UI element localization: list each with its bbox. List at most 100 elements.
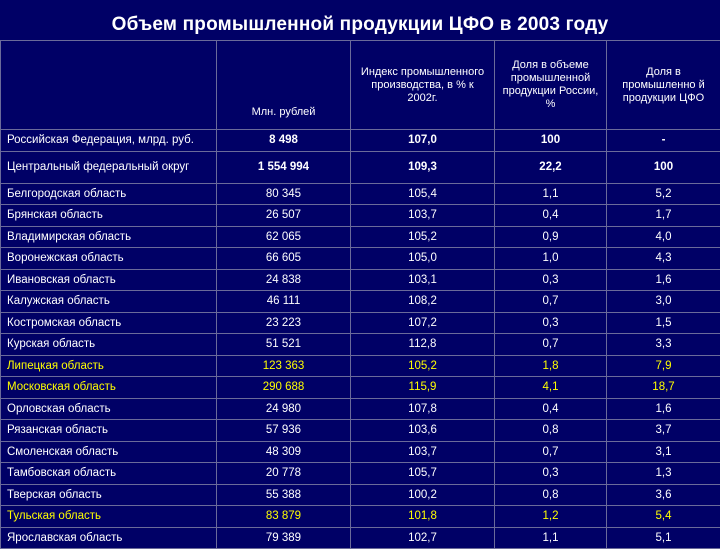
mln-rub-cell: 123 363 [217, 355, 351, 377]
region-name-cell: Московская область [1, 377, 217, 399]
region-name-cell: Костромская область [1, 312, 217, 334]
region-name-cell: Центральный федеральный округ [1, 151, 217, 183]
region-name-cell: Ивановская область [1, 269, 217, 291]
production-index-cell: 107,2 [351, 312, 495, 334]
region-name-cell: Владимирская область [1, 226, 217, 248]
mln-rub-cell: 62 065 [217, 226, 351, 248]
mln-rub-cell: 8 498 [217, 130, 351, 152]
region-name-cell: Ярославская область [1, 527, 217, 549]
mln-rub-cell: 66 605 [217, 248, 351, 270]
share-russia-cell: 0,7 [495, 291, 607, 313]
share-russia-cell: 0,7 [495, 441, 607, 463]
header-production-index: Индекс промышленного производства, в % к… [351, 41, 495, 130]
mln-rub-cell: 51 521 [217, 334, 351, 356]
share-cfo-cell: 100 [607, 151, 720, 183]
share-russia-cell: 0,3 [495, 269, 607, 291]
share-cfo-cell: 1,3 [607, 463, 720, 485]
production-index-cell: 100,2 [351, 484, 495, 506]
share-cfo-cell: 5,2 [607, 183, 720, 205]
share-cfo-cell: 5,4 [607, 506, 720, 528]
mln-rub-cell: 290 688 [217, 377, 351, 399]
share-cfo-cell: 1,6 [607, 398, 720, 420]
production-index-cell: 103,6 [351, 420, 495, 442]
share-cfo-cell: 1,6 [607, 269, 720, 291]
share-russia-cell: 1,8 [495, 355, 607, 377]
header-region [1, 41, 217, 130]
header-share-cfo: Доля в промышленно й продукции ЦФО [607, 41, 720, 130]
production-index-cell: 105,2 [351, 226, 495, 248]
mln-rub-cell: 26 507 [217, 205, 351, 227]
share-russia-cell: 0,4 [495, 398, 607, 420]
mln-rub-cell: 23 223 [217, 312, 351, 334]
region-name-cell: Российская Федерация, млрд. руб. [1, 130, 217, 152]
production-index-cell: 105,4 [351, 183, 495, 205]
share-russia-cell: 1,0 [495, 248, 607, 270]
share-russia-cell: 0,7 [495, 334, 607, 356]
region-name-cell: Калужская область [1, 291, 217, 313]
share-cfo-cell: 3,1 [607, 441, 720, 463]
region-name-cell: Смоленская область [1, 441, 217, 463]
header-share-russia: Доля в объеме промышленной продукции Рос… [495, 41, 607, 130]
region-name-cell: Тамбовская область [1, 463, 217, 485]
mln-rub-cell: 20 778 [217, 463, 351, 485]
mln-rub-cell: 83 879 [217, 506, 351, 528]
production-index-cell: 105,2 [351, 355, 495, 377]
mln-rub-cell: 46 111 [217, 291, 351, 313]
share-russia-cell: 100 [495, 130, 607, 152]
production-index-cell: 102,7 [351, 527, 495, 549]
mln-rub-cell: 57 936 [217, 420, 351, 442]
share-russia-cell: 1,2 [495, 506, 607, 528]
share-russia-cell: 22,2 [495, 151, 607, 183]
production-table: Млн. рублей Индекс промышленного произво… [0, 40, 720, 549]
production-index-cell: 109,3 [351, 151, 495, 183]
mln-rub-cell: 55 388 [217, 484, 351, 506]
header-mln-rub: Млн. рублей [217, 41, 351, 130]
share-russia-cell: 1,1 [495, 183, 607, 205]
share-cfo-cell: 1,5 [607, 312, 720, 334]
production-index-cell: 108,2 [351, 291, 495, 313]
region-name-cell: Липецкая область [1, 355, 217, 377]
production-index-cell: 103,1 [351, 269, 495, 291]
share-russia-cell: 4,1 [495, 377, 607, 399]
region-name-cell: Рязанская область [1, 420, 217, 442]
share-russia-cell: 0,3 [495, 463, 607, 485]
share-russia-cell: 0,8 [495, 420, 607, 442]
mln-rub-cell: 79 389 [217, 527, 351, 549]
region-name-cell: Орловская область [1, 398, 217, 420]
production-index-cell: 115,9 [351, 377, 495, 399]
page-title: Объем промышленной продукции ЦФО в 2003 … [0, 14, 720, 36]
share-cfo-cell: - [607, 130, 720, 152]
share-russia-cell: 0,8 [495, 484, 607, 506]
production-index-cell: 107,8 [351, 398, 495, 420]
share-cfo-cell: 3,3 [607, 334, 720, 356]
region-name-cell: Тульская область [1, 506, 217, 528]
production-index-cell: 105,7 [351, 463, 495, 485]
production-index-cell: 107,0 [351, 130, 495, 152]
region-name-cell: Воронежская область [1, 248, 217, 270]
region-name-cell: Белгородская область [1, 183, 217, 205]
production-index-cell: 103,7 [351, 441, 495, 463]
share-cfo-cell: 4,0 [607, 226, 720, 248]
mln-rub-cell: 80 345 [217, 183, 351, 205]
mln-rub-cell: 1 554 994 [217, 151, 351, 183]
production-index-cell: 112,8 [351, 334, 495, 356]
mln-rub-cell: 48 309 [217, 441, 351, 463]
header-row: Млн. рублей Индекс промышленного произво… [1, 41, 720, 130]
share-cfo-cell: 3,6 [607, 484, 720, 506]
